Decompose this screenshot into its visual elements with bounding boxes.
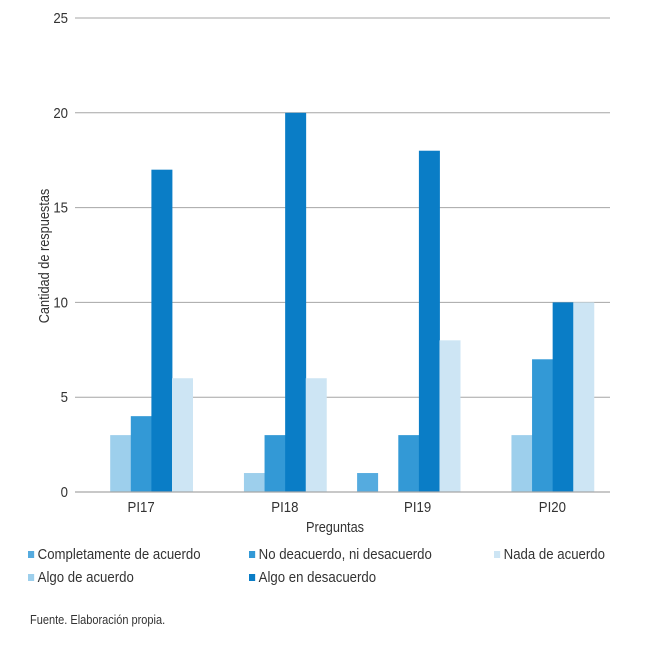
legend-swatch [28,574,35,581]
bar-pi18-2 [264,435,286,492]
legend-swatch [249,551,256,558]
x-tick-label: PI19 [404,498,431,515]
legend-label: Nada de acuerdo [503,546,605,563]
x-axis-tick-labels: PI17 PI18 PI19 PI20 [128,498,567,515]
x-tick-label: PI20 [539,498,566,515]
y-tick-label: 20 [53,104,68,121]
y-tick-label: 15 [53,199,68,216]
bar-pi19-2 [398,435,420,492]
bar-pi20-3 [552,302,574,492]
y-axis-ticks: 0 5 10 15 20 25 [53,9,68,500]
bar-pi19-4 [439,340,461,492]
legend-item-algo-de-acuerdo: Algo de acuerdo [28,569,134,586]
legend-label: Algo de acuerdo [37,569,134,586]
bar-chart: 0 5 10 15 20 25 PI17 PI18 PI19 PI20 Cantidad de … [36,9,610,535]
bar-pi19-0 [357,473,379,492]
bar-pi17-2 [130,416,152,492]
legend-label: Algo en desacuerdo [258,569,377,586]
y-tick-label: 10 [53,294,68,311]
bar-pi18-4 [305,378,327,492]
bar-pi18-3 [285,112,307,493]
legend-item-no-deacuerdo-ni-desacuerdo: No deacuerdo, ni desacuerdo [249,546,432,563]
bar-pi17-3 [151,169,173,492]
x-tick-label: PI17 [128,498,155,515]
bar-pi20-1 [511,435,533,492]
y-tick-label: 25 [53,9,68,26]
legend-label: Completamente de acuerdo [37,546,201,563]
legend-label: No deacuerdo, ni desacuerdo [258,546,432,563]
bar-pi17-1 [110,435,132,492]
legend-item-nada-de-acuerdo: Nada de acuerdo [494,546,605,563]
bar-pi19-3 [418,150,440,492]
x-axis-title: Preguntas [306,519,364,535]
legend-swatch [28,551,35,558]
source-note: Fuente. Elaboración propia. [30,613,166,627]
legend-item-completamente-de-acuerdo: Completamente de acuerdo [28,546,201,563]
x-tick-label: PI18 [271,498,298,515]
legend-swatch [494,551,501,558]
y-tick-label: 5 [61,388,68,405]
bars [110,112,595,493]
chart-legend: Completamente de acuerdo No deacuerdo, n… [28,546,648,596]
legend-swatch [249,574,256,581]
bar-pi18-1 [243,473,265,492]
bar-pi20-2 [532,359,554,492]
bar-pi17-4 [172,378,193,492]
legend-item-algo-en-desacuerdo: Algo en desacuerdo [249,569,376,586]
y-axis-title: Cantidad de respuestas [36,189,52,324]
y-tick-label: 0 [61,483,68,500]
bar-pi20-4 [573,302,595,492]
